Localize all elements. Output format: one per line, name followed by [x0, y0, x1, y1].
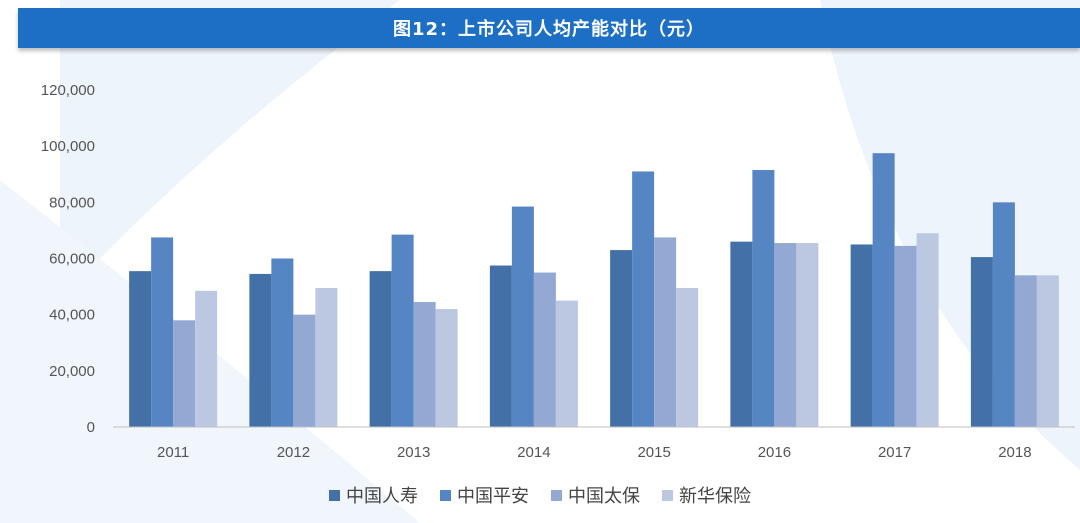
x-tick-label: 2016 — [758, 444, 791, 461]
bar — [850, 244, 873, 427]
x-tick-label: 2014 — [517, 444, 550, 461]
legend-label: 中国太保 — [568, 486, 640, 507]
legend: 中国人寿 中国平安 中国太保 新华保险 — [0, 480, 1080, 510]
bar — [413, 302, 436, 427]
y-tick-label: 40,000 — [49, 307, 95, 324]
legend-item: 中国平安 — [440, 482, 529, 508]
y-tick-label: 80,000 — [49, 194, 95, 211]
bar — [654, 237, 677, 427]
bar — [752, 170, 775, 427]
bar — [173, 320, 196, 427]
x-tick-label: 2018 — [998, 444, 1031, 461]
x-tick-label: 2015 — [637, 444, 670, 461]
y-tick-label: 0 — [87, 419, 95, 436]
x-tick-label: 2011 — [157, 444, 189, 461]
bar — [774, 243, 797, 427]
bar — [435, 309, 458, 427]
bar — [129, 271, 152, 427]
legend-swatch — [551, 489, 562, 501]
legend-swatch — [440, 489, 451, 501]
y-axis: 0 20,000 40,000 60,000 80,000 100,000 120,000 — [41, 82, 95, 436]
legend-item: 新华保险 — [662, 482, 751, 508]
chart-title: 图12：上市公司人均产能对比（元） — [392, 19, 706, 40]
bar — [872, 153, 895, 427]
bar — [1014, 275, 1037, 427]
y-tick-label: 100,000 — [41, 138, 95, 155]
bar — [391, 234, 414, 427]
bar — [315, 287, 338, 427]
bar — [195, 290, 218, 427]
bar — [489, 265, 512, 427]
bar — [796, 243, 819, 427]
bar — [1036, 275, 1059, 427]
bar — [293, 314, 316, 427]
bar — [894, 245, 917, 427]
bar — [249, 273, 272, 427]
chart-title-bar: 图12：上市公司人均产能对比（元） — [18, 8, 1080, 48]
bar — [916, 233, 939, 427]
bar — [511, 206, 534, 427]
x-tick-label: 2013 — [397, 444, 430, 461]
bar — [730, 241, 753, 427]
y-tick-label: 20,000 — [49, 363, 95, 380]
x-tick-label: 2017 — [878, 444, 911, 461]
bar — [533, 272, 556, 427]
bar — [151, 237, 174, 427]
bar — [992, 202, 1015, 427]
bar — [970, 257, 993, 427]
bars-group — [129, 153, 1059, 427]
bar — [271, 258, 294, 427]
legend-label: 中国平安 — [457, 486, 529, 507]
legend-swatch — [662, 489, 673, 501]
y-tick-label: 60,000 — [49, 251, 95, 268]
bar — [610, 250, 633, 427]
legend-item: 中国太保 — [551, 482, 640, 508]
bar — [676, 287, 699, 427]
legend-label: 新华保险 — [679, 486, 751, 507]
legend-item: 中国人寿 — [329, 482, 418, 508]
bar — [632, 171, 655, 427]
legend-label: 中国人寿 — [346, 486, 418, 507]
x-tick-label: 2012 — [277, 444, 310, 461]
bar — [555, 300, 578, 427]
legend-swatch — [329, 489, 340, 501]
x-axis: 2011 2012 2013 2014 2015 2016 2017 2018 — [157, 444, 1032, 461]
bar — [369, 271, 392, 427]
y-tick-label: 120,000 — [41, 82, 95, 99]
